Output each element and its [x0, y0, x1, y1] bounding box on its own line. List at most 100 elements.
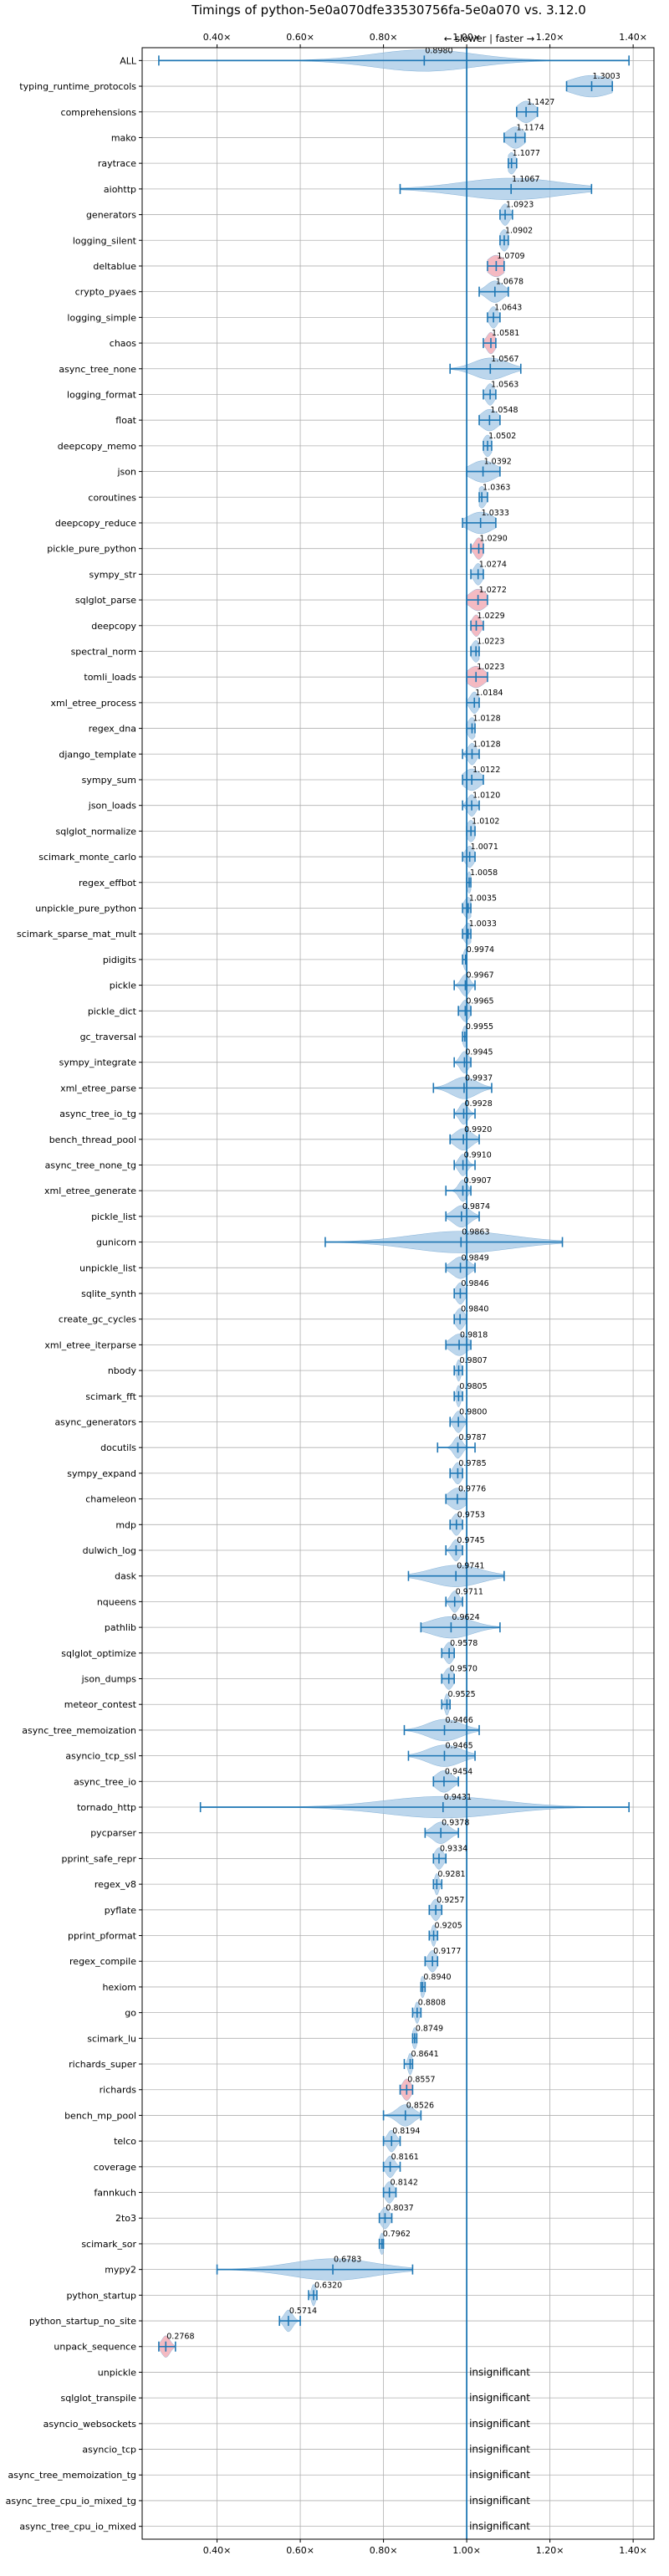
- x-tick-label-bottom: 0.40×: [203, 2545, 232, 2556]
- value-label: 0.9525: [447, 1690, 475, 1699]
- value-label: 0.9177: [433, 1947, 461, 1956]
- benchmark-label: async_tree_none: [59, 364, 136, 375]
- value-label: 1.0223: [477, 663, 504, 672]
- benchmark-label: xml_etree_generate: [44, 1186, 136, 1196]
- x-tick-label-bottom: 1.00×: [452, 2545, 481, 2556]
- insignificant-label: insignificant: [469, 2418, 530, 2430]
- benchmark-label: nbody: [108, 1365, 137, 1376]
- value-label: 0.9745: [457, 1536, 484, 1545]
- x-tick-label-top: 1.20×: [536, 32, 564, 43]
- value-label: 1.0581: [492, 329, 519, 338]
- value-label: 0.8641: [411, 2050, 438, 2059]
- value-label: 0.8526: [406, 2101, 434, 2110]
- benchmark-label: pickle_pure_python: [47, 544, 136, 555]
- benchmark-label: xml_etree_process: [51, 698, 137, 709]
- benchmark-label: aiohttp: [104, 184, 136, 195]
- benchmark-label: python_startup_no_site: [29, 2316, 136, 2327]
- benchmark-label: ALL: [120, 55, 137, 66]
- value-label: 0.8749: [416, 2024, 443, 2033]
- benchmark-label: unpickle_pure_python: [35, 903, 136, 914]
- value-label: 0.9937: [465, 1073, 493, 1083]
- x-tick-label-top: 0.40×: [203, 32, 232, 43]
- value-label: 0.9805: [459, 1382, 487, 1391]
- value-label: 0.9753: [457, 1510, 485, 1519]
- value-label: 0.8940: [423, 1973, 451, 1982]
- benchmark-label: scimark_sparse_mat_mult: [17, 929, 137, 940]
- value-label: 0.9465: [445, 1742, 472, 1751]
- direction-label: ← slower | faster →: [444, 33, 535, 44]
- value-label: 0.8808: [418, 1999, 446, 2008]
- benchmark-label: async_tree_memoization: [22, 1725, 136, 1736]
- benchmark-label: pickle_list: [91, 1211, 137, 1222]
- value-label: 0.9431: [444, 1793, 472, 1802]
- value-label: 0.8142: [391, 2179, 418, 2188]
- benchmark-label: async_tree_io: [74, 1776, 136, 1787]
- value-label: 0.9711: [456, 1587, 483, 1596]
- benchmark-label: async_tree_io_tg: [59, 1109, 136, 1119]
- value-label: 0.9800: [459, 1408, 487, 1417]
- benchmark-label: chaos: [110, 338, 136, 349]
- value-label: 0.9907: [463, 1176, 491, 1186]
- value-label: 1.0033: [469, 919, 497, 929]
- value-label: 0.9776: [458, 1485, 486, 1494]
- benchmark-label: hexiom: [102, 1982, 136, 1993]
- value-label: 0.5714: [289, 2307, 317, 2316]
- value-label: 0.9840: [461, 1305, 488, 1314]
- value-label: 0.9874: [462, 1202, 490, 1211]
- benchmark-label: dask: [115, 1571, 136, 1582]
- value-label: 0.8557: [407, 2076, 435, 2085]
- benchmark-label: deepcopy: [91, 621, 136, 632]
- benchmark-label: django_template: [59, 749, 136, 760]
- axis-layer: 0.40× 0.40× 0.60× 0.60× 0.80× 0.80× 1.00× 1.00×…: [6, 32, 647, 2556]
- insignificant-label: insignificant: [469, 2444, 530, 2456]
- benchmark-label: generators: [86, 210, 136, 221]
- benchmark-label: sympy_sum: [82, 775, 136, 786]
- benchmark-label: sympy_str: [89, 569, 136, 580]
- benchmark-label: async_tree_none_tg: [45, 1160, 136, 1170]
- benchmark-label: comprehensions: [61, 107, 137, 118]
- benchmark-label: python_startup: [66, 2290, 136, 2301]
- value-label: 0.9741: [457, 1562, 484, 1571]
- value-label: 0.8161: [391, 2153, 419, 2162]
- benchmark-label: unpickle_list: [79, 1262, 137, 1273]
- benchmark-label: docutils: [100, 1442, 136, 1453]
- value-label: 1.0548: [490, 406, 518, 415]
- value-label: 1.0184: [475, 689, 503, 698]
- value-label: 1.0272: [479, 586, 507, 595]
- benchmark-label: asyncio_tcp_ssl: [65, 1751, 136, 1762]
- value-label: 1.0333: [482, 509, 509, 518]
- benchmark-label: logging_simple: [67, 312, 136, 323]
- benchmark-label: go: [125, 2008, 136, 2019]
- benchmark-label: pathlib: [105, 1622, 136, 1633]
- value-label: 1.0120: [472, 791, 500, 801]
- x-tick-label-bottom: 0.60×: [286, 2545, 314, 2556]
- value-label: 1.0563: [491, 380, 518, 389]
- x-tick-label-top: 1.40×: [619, 32, 647, 43]
- chart-title: Timings of python-5e0a070dfe33530756fa-5…: [191, 3, 586, 18]
- value-label: 1.0567: [491, 355, 518, 364]
- plot-layer: [158, 48, 630, 2539]
- value-label: 0.8980: [425, 46, 452, 55]
- value-label: 1.0643: [494, 303, 522, 312]
- value-label: 1.0274: [479, 560, 507, 569]
- benchmark-label: logging_format: [67, 389, 137, 400]
- value-label: 0.9624: [452, 1613, 479, 1622]
- value-label: 0.9454: [445, 1767, 472, 1776]
- benchmark-label: telco: [114, 2136, 136, 2147]
- benchmark-label: bench_mp_pool: [64, 2110, 136, 2121]
- value-label: 0.9578: [450, 1639, 477, 1648]
- value-label: 1.3003: [593, 72, 620, 81]
- value-label: 1.0128: [472, 714, 500, 724]
- benchmark-label: scimark_lu: [87, 2033, 136, 2044]
- value-label: 1.1077: [513, 149, 540, 158]
- benchmark-label: pickle_dict: [88, 1006, 137, 1017]
- benchmark-label: sqlglot_transpile: [61, 2393, 137, 2404]
- value-label: 1.0290: [480, 535, 508, 544]
- benchmark-label: typing_runtime_protocols: [19, 81, 136, 92]
- benchmark-label: coverage: [94, 2162, 136, 2173]
- value-label: 1.0392: [484, 458, 512, 467]
- value-label: 0.9863: [462, 1228, 489, 1237]
- benchmark-label: async_tree_cpu_io_mixed_tg: [6, 2496, 136, 2507]
- x-tick-label-bottom: 1.40×: [619, 2545, 647, 2556]
- value-label: 1.0128: [472, 740, 500, 749]
